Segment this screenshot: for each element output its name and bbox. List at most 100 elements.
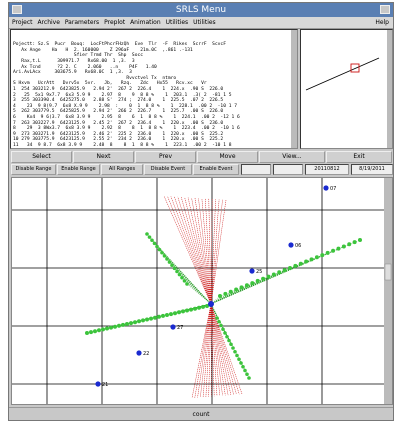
text-line: 11 34 9 8.7 6x8 3.9 9 2.48 8 8 1 8 8 % 1… xyxy=(13,142,232,148)
receiver-dot xyxy=(101,327,105,332)
shot-plot[interactable]: 07 06 25 27 22 21 xyxy=(12,178,392,404)
receiver-dot xyxy=(169,312,173,317)
receiver-dot xyxy=(271,272,276,277)
center-source[interactable] xyxy=(208,301,214,307)
receiver-dots xyxy=(85,232,362,380)
receiver-dot xyxy=(172,266,177,271)
empty-field-2[interactable] xyxy=(273,164,303,175)
receiver-dot xyxy=(255,278,260,283)
receiver-dot xyxy=(197,305,201,310)
stations[interactable]: 07 06 25 27 22 21 xyxy=(95,185,336,388)
receiver-dot xyxy=(180,275,184,280)
view-button[interactable]: View... xyxy=(259,151,325,163)
menu-project[interactable]: Project xyxy=(12,19,33,26)
red-ray xyxy=(180,197,212,305)
receiver-dot xyxy=(113,324,117,329)
receiver-dot xyxy=(293,263,298,268)
station-marker[interactable] xyxy=(136,350,142,356)
station-marker[interactable] xyxy=(170,324,176,330)
receiver-dot xyxy=(314,255,319,260)
exit-button[interactable]: Exit xyxy=(326,151,392,163)
overview-viewport-box[interactable] xyxy=(350,63,360,73)
prev-button[interactable]: Prev xyxy=(135,151,196,163)
red-ray xyxy=(210,199,220,305)
receiver-dot xyxy=(245,372,249,377)
station-marker[interactable] xyxy=(323,185,329,191)
station-marker[interactable] xyxy=(95,381,101,387)
text-scrollbar[interactable] xyxy=(291,30,297,148)
text-line: 6 Kx4 9 6(3.7 6x8 3.9 9 2.95 8 6 1 8 8 %… xyxy=(13,114,240,120)
window-menu-icon[interactable] xyxy=(12,5,22,14)
red-rays xyxy=(163,195,243,399)
red-ray xyxy=(210,199,216,305)
plot-scrollbar[interactable] xyxy=(384,178,392,404)
receiver-dot xyxy=(234,287,239,292)
receiver-dot xyxy=(185,282,189,286)
enable-event-button[interactable]: Enable Event xyxy=(193,164,239,175)
text-line: Ax Tcnd ?2 2. C 2.060 ..n P4F 1.40 xyxy=(13,64,157,70)
receiver-dot xyxy=(347,242,352,247)
green-rays xyxy=(86,233,361,379)
receiver-dot xyxy=(133,320,137,325)
text-line: Rvvctvel Tx ntmro xyxy=(13,75,177,81)
red-ray xyxy=(198,198,212,305)
text-line: 9 273 303271.9 6423125.9 2.46 2' 225 2 2… xyxy=(13,131,224,137)
enable-range-button[interactable]: Enable Range xyxy=(57,164,100,175)
receiver-dot xyxy=(155,244,159,249)
window-title: SRLS Menu xyxy=(175,5,227,15)
overview-line xyxy=(305,57,380,91)
date-field-2[interactable]: 8/19/2011 xyxy=(351,164,393,175)
menu-preplot[interactable]: Preplot xyxy=(104,19,126,26)
menu-parameters[interactable]: Parameters xyxy=(64,19,100,26)
red-ray xyxy=(197,303,212,398)
disable-range-button[interactable]: Disable Range xyxy=(11,164,56,175)
shot-plot-panel[interactable]: 07 06 25 27 22 21 xyxy=(11,177,393,405)
text-line: 1 254 303212.9 6423825.9 2.94 2' 267 2 2… xyxy=(13,86,224,92)
red-ray xyxy=(202,303,212,398)
disable-event-button[interactable]: Disable Event xyxy=(144,164,192,175)
receiver-dot xyxy=(217,319,221,324)
station-label: 27 xyxy=(177,325,183,331)
receiver-dot xyxy=(157,314,161,319)
next-button[interactable]: Next xyxy=(73,151,134,163)
data-text-panel[interactable]: Pojectt: Sz.S Pucr Bouq: LocFtPhcrFHzQh … xyxy=(10,29,298,149)
empty-field[interactable] xyxy=(241,164,271,175)
menu-help[interactable]: Help xyxy=(375,19,389,26)
receiver-dot xyxy=(243,368,247,373)
red-ray xyxy=(208,198,212,305)
menu-bar: Project Archive Parameters Preplot Anima… xyxy=(9,17,393,29)
overview-scrollbar[interactable] xyxy=(387,30,392,148)
red-ray xyxy=(167,196,212,305)
menu-utilities-2[interactable]: Utilities xyxy=(193,19,216,26)
receiver-dot xyxy=(121,322,125,327)
plot-scroll-thumb[interactable] xyxy=(384,263,392,281)
text-line: 3 255 303390.4 6425275.0 2.88 S' 274 ; 2… xyxy=(13,98,224,104)
receiver-dot xyxy=(165,257,169,261)
menu-utilities[interactable]: Utilities xyxy=(165,19,189,26)
receiver-dot xyxy=(161,313,165,318)
station-marker[interactable] xyxy=(288,242,294,248)
receiver-dot xyxy=(215,316,219,320)
station-marker[interactable] xyxy=(249,268,255,274)
receiver-dot xyxy=(85,331,89,335)
receiver-dot xyxy=(282,268,287,273)
green-ray xyxy=(181,277,212,305)
receiver-dot xyxy=(233,349,237,354)
red-ray xyxy=(210,303,234,395)
move-button[interactable]: Move xyxy=(197,151,258,163)
menu-animation[interactable]: Animation xyxy=(130,19,161,26)
receiver-dot xyxy=(117,323,121,328)
date-field-1[interactable]: 20110812 xyxy=(305,164,349,175)
receiver-dot xyxy=(145,232,149,236)
green-ray xyxy=(186,283,212,305)
station-label: 25 xyxy=(256,269,262,275)
receiver-dot xyxy=(165,313,169,317)
select-button[interactable]: Select xyxy=(11,151,72,163)
all-ranges-button[interactable]: All Ranges xyxy=(101,164,143,175)
text-line: Sfier Trmd Thr Shp Socc xyxy=(13,53,143,59)
menu-archive[interactable]: Archive xyxy=(37,19,60,26)
receiver-dot xyxy=(227,338,231,343)
button-row-1: Select Next Prev Move View... Exit xyxy=(9,151,393,163)
maximize-icon[interactable] xyxy=(380,5,390,14)
station-label: 06 xyxy=(295,243,301,249)
